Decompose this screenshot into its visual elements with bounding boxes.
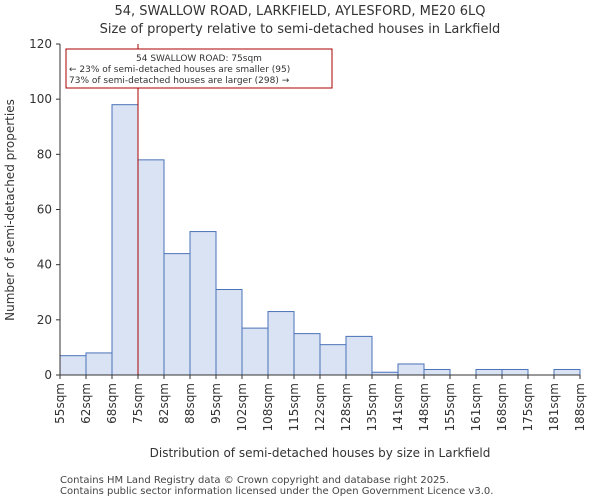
- marker-annotation: 54 SWALLOW ROAD: 75sqm ← 23% of semi-det…: [65, 48, 333, 89]
- x-tick-label-62sqm: 62sqm: [79, 383, 93, 424]
- bar-181sqm: [553, 368, 581, 376]
- x-tick-label-148sqm: 148sqm: [417, 383, 431, 431]
- y-tick-label-120: 120: [29, 37, 52, 51]
- x-tick-label-95sqm: 95sqm: [209, 383, 223, 424]
- annotation-line-3: 73% of semi-detached houses are larger (…: [69, 76, 290, 86]
- x-tick-label-168sqm: 168sqm: [495, 383, 509, 431]
- bar-115sqm: [293, 333, 321, 376]
- x-tick-label-161sqm: 161sqm: [469, 383, 483, 431]
- y-tick-label-100: 100: [29, 92, 52, 106]
- x-tick-label-75sqm: 75sqm: [131, 383, 145, 424]
- bar-62sqm: [85, 352, 113, 376]
- x-tick-label-122sqm: 122sqm: [313, 383, 327, 431]
- y-tick-label-0: 0: [44, 368, 52, 382]
- annotation-box: [65, 48, 333, 89]
- bar-82sqm: [163, 253, 191, 376]
- x-tick-label-188sqm: 188sqm: [573, 383, 587, 431]
- x-tick-label-181sqm: 181sqm: [547, 383, 561, 431]
- bar-55sqm: [59, 355, 87, 376]
- x-tick-label-102sqm: 102sqm: [235, 383, 249, 431]
- x-tick-label-115sqm: 115sqm: [287, 383, 301, 431]
- bar-75sqm: [137, 159, 165, 376]
- y-tick-label-60: 60: [37, 203, 52, 217]
- y-axis-label: Number of semi-detached properties: [3, 99, 17, 321]
- y-tick-label-40: 40: [37, 258, 52, 272]
- x-axis-label: Distribution of semi-detached houses by …: [150, 446, 491, 460]
- bar-102sqm: [241, 327, 269, 376]
- annotation-line-1: 54 SWALLOW ROAD: 75sqm: [136, 54, 262, 64]
- x-tick-label-175sqm: 175sqm: [521, 383, 535, 431]
- x-ticks-group: 55sqm 62sqm 68sqm 75sqm 82sqm 88sqm 95sqm 102sq…: [53, 375, 587, 431]
- footer-line-2: Contains public sector information licen…: [60, 486, 493, 497]
- y-tick-label-80: 80: [37, 147, 52, 161]
- bar-148sqm: [423, 368, 451, 376]
- x-tick-label-55sqm: 55sqm: [53, 383, 67, 424]
- bar-68sqm: [111, 104, 139, 376]
- x-tick-label-155sqm: 155sqm: [443, 383, 457, 431]
- x-tick-label-88sqm: 88sqm: [183, 383, 197, 424]
- x-tick-label-68sqm: 68sqm: [105, 383, 119, 424]
- bar-161sqm: [475, 368, 503, 376]
- x-tick-label-82sqm: 82sqm: [157, 383, 171, 424]
- y-ticks-group: 0 20 40 60 80 100 120: [29, 37, 60, 382]
- bar-95sqm: [215, 288, 243, 376]
- bars-group: [59, 104, 581, 376]
- bar-88sqm: [189, 231, 217, 376]
- y-tick-label-20: 20: [37, 313, 52, 327]
- bar-128sqm: [345, 335, 373, 376]
- bar-122sqm: [319, 344, 347, 376]
- footer-line-1: Contains HM Land Registry data © Crown c…: [60, 475, 449, 486]
- x-tick-label-108sqm: 108sqm: [261, 383, 275, 431]
- annotation-line-2: ← 23% of semi-detached houses are smalle…: [69, 65, 290, 75]
- chart-title-address: 54, SWALLOW ROAD, LARKFIELD, AYLESFORD, …: [115, 4, 486, 19]
- x-tick-label-135sqm: 135sqm: [365, 383, 379, 431]
- x-tick-label-128sqm: 128sqm: [339, 383, 353, 431]
- bar-108sqm: [267, 311, 295, 376]
- x-tick-label-141sqm: 141sqm: [391, 383, 405, 431]
- bar-141sqm: [397, 363, 425, 376]
- chart-title: Size of property relative to semi-detach…: [100, 22, 501, 37]
- bar-168sqm: [501, 368, 529, 376]
